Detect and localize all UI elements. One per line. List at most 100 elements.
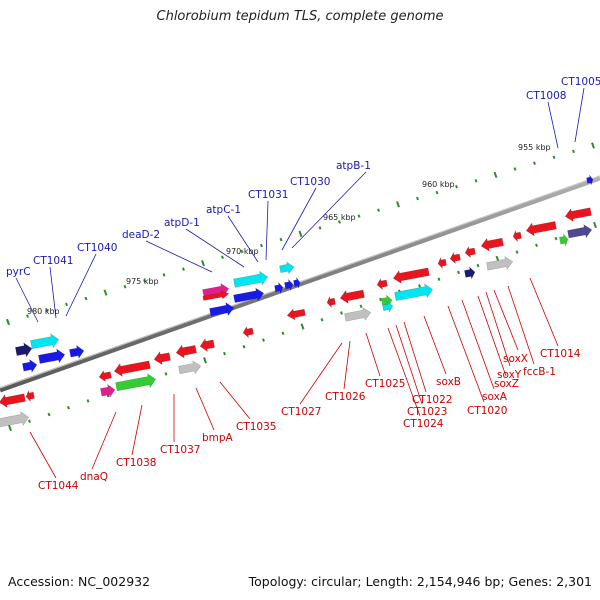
ruler-tick-top [240,249,244,254]
gene-arrow[interactable] [242,325,254,339]
gene-arrow[interactable] [394,283,434,304]
ruler-tick-top [201,260,205,267]
gene-label[interactable]: CT1020 [467,405,507,417]
label-leader [547,101,559,149]
gene-arrow[interactable] [464,266,476,280]
gene-label[interactable]: CT1025 [365,378,405,390]
gene-arrow[interactable] [286,307,306,321]
gene-label[interactable]: soxZ [494,378,519,390]
gene-label[interactable]: bmpA [202,432,234,444]
ruler-tick-bottom [554,236,558,241]
label-leader [461,299,495,390]
gene-label[interactable]: CT1014 [540,348,581,360]
gene-label[interactable]: CT1008 [526,90,566,102]
gene-arrow[interactable] [15,342,33,359]
ruler-tick-top [143,279,146,283]
gene-arrow[interactable] [284,278,294,292]
gene-arrow[interactable] [202,290,230,303]
gene-arrow[interactable] [199,337,215,353]
gene-label[interactable]: atpC-1 [206,204,241,216]
gene-label[interactable]: soxA [482,391,508,403]
gene-arrow[interactable] [376,277,388,291]
gene-arrow[interactable] [293,277,301,289]
gene-label[interactable]: CT1022 [412,394,452,406]
gene-arrow[interactable] [339,287,365,304]
ruler-tick-top [162,273,166,277]
gene-label[interactable]: dnaQ [80,471,108,483]
gene-label[interactable]: atpB-1 [336,160,371,172]
label-leader [387,327,421,417]
ruler-tick-bottom [300,323,305,330]
gene-arrow[interactable] [233,270,269,290]
gene-label[interactable]: CT1037 [160,444,200,456]
gene-label[interactable]: CT1005 [561,76,600,88]
gene-label[interactable]: CT1041 [33,255,73,267]
ruler-tick-top [182,267,185,271]
gene-label[interactable]: CT1040 [77,242,117,254]
gene-label[interactable]: CT1030 [290,176,330,188]
gene-label[interactable]: soxY [497,369,522,381]
gene-label[interactable]: CT1044 [38,480,79,492]
ruler-kbp-label: 975 kbp [126,277,159,286]
label-leader [507,285,535,365]
gene-arrow[interactable] [38,348,66,367]
label-leader [291,171,367,249]
gene-label[interactable]: CT1026 [325,391,366,403]
gene-arrow[interactable] [486,255,514,273]
ruler-tick-bottom [28,419,31,423]
gene-arrow[interactable] [586,174,594,186]
gene-arrow[interactable] [512,229,522,243]
gene-label[interactable]: fccB-1 [523,366,556,378]
label-leader [529,277,559,347]
gene-label[interactable]: atpD-1 [164,217,200,229]
gene-arrow[interactable] [344,306,372,324]
gene-arrow[interactable] [113,358,151,377]
gene-arrow[interactable] [233,287,265,305]
gene-arrow[interactable] [480,236,504,253]
label-leader [281,187,317,251]
ruler-tick-top [84,296,88,301]
label-leader [131,404,143,456]
gene-arrow[interactable] [559,233,569,247]
gene-label[interactable]: CT1031 [248,189,288,201]
label-leader [49,266,57,319]
gene-arrow[interactable] [98,369,112,383]
gene-arrow[interactable] [0,391,26,409]
gene-arrow[interactable] [178,360,202,377]
gene-arrow[interactable] [69,344,85,359]
gene-arrow[interactable] [30,333,60,352]
ruler-tick-top [493,171,498,179]
gene-arrow[interactable] [567,223,593,240]
gene-label[interactable]: deaD-2 [122,229,160,241]
gene-arrow[interactable] [22,358,38,373]
gene-arrow[interactable] [115,372,157,393]
ruler-tick-bottom [476,263,480,268]
gene-arrow[interactable] [437,256,447,270]
gene-arrow[interactable] [392,265,430,284]
gene-arrow[interactable] [525,219,557,237]
label-leader [485,291,511,367]
ruler-tick-top [103,289,108,296]
gene-label[interactable]: CT1038 [116,457,156,469]
gene-label[interactable]: CT1023 [407,406,447,418]
gene-arrow[interactable] [279,261,295,275]
accession-text: Accession: NC_002932 [8,574,151,589]
gene-label[interactable]: soxB [436,376,461,388]
gene-label[interactable]: pyrC [6,266,31,278]
gene-arrow[interactable] [0,410,30,429]
gene-arrow[interactable] [449,251,461,265]
gene-arrow[interactable] [564,205,592,223]
gene-label[interactable]: CT1035 [236,421,276,433]
gene-label[interactable]: CT1024 [403,418,444,430]
gene-arrow[interactable] [153,350,171,366]
gene-arrow[interactable] [175,343,197,359]
gene-label[interactable]: CT1027 [281,406,321,418]
gene-arrow[interactable] [100,383,116,398]
gene-label[interactable]: soxX [503,353,528,365]
gene-arrow[interactable] [326,295,336,309]
gene-arrow[interactable] [464,245,476,259]
gene-arrow[interactable] [382,301,394,313]
gene-arrow[interactable] [25,389,35,403]
gene-arrow[interactable] [274,281,284,295]
gene-arrow[interactable] [209,301,235,318]
